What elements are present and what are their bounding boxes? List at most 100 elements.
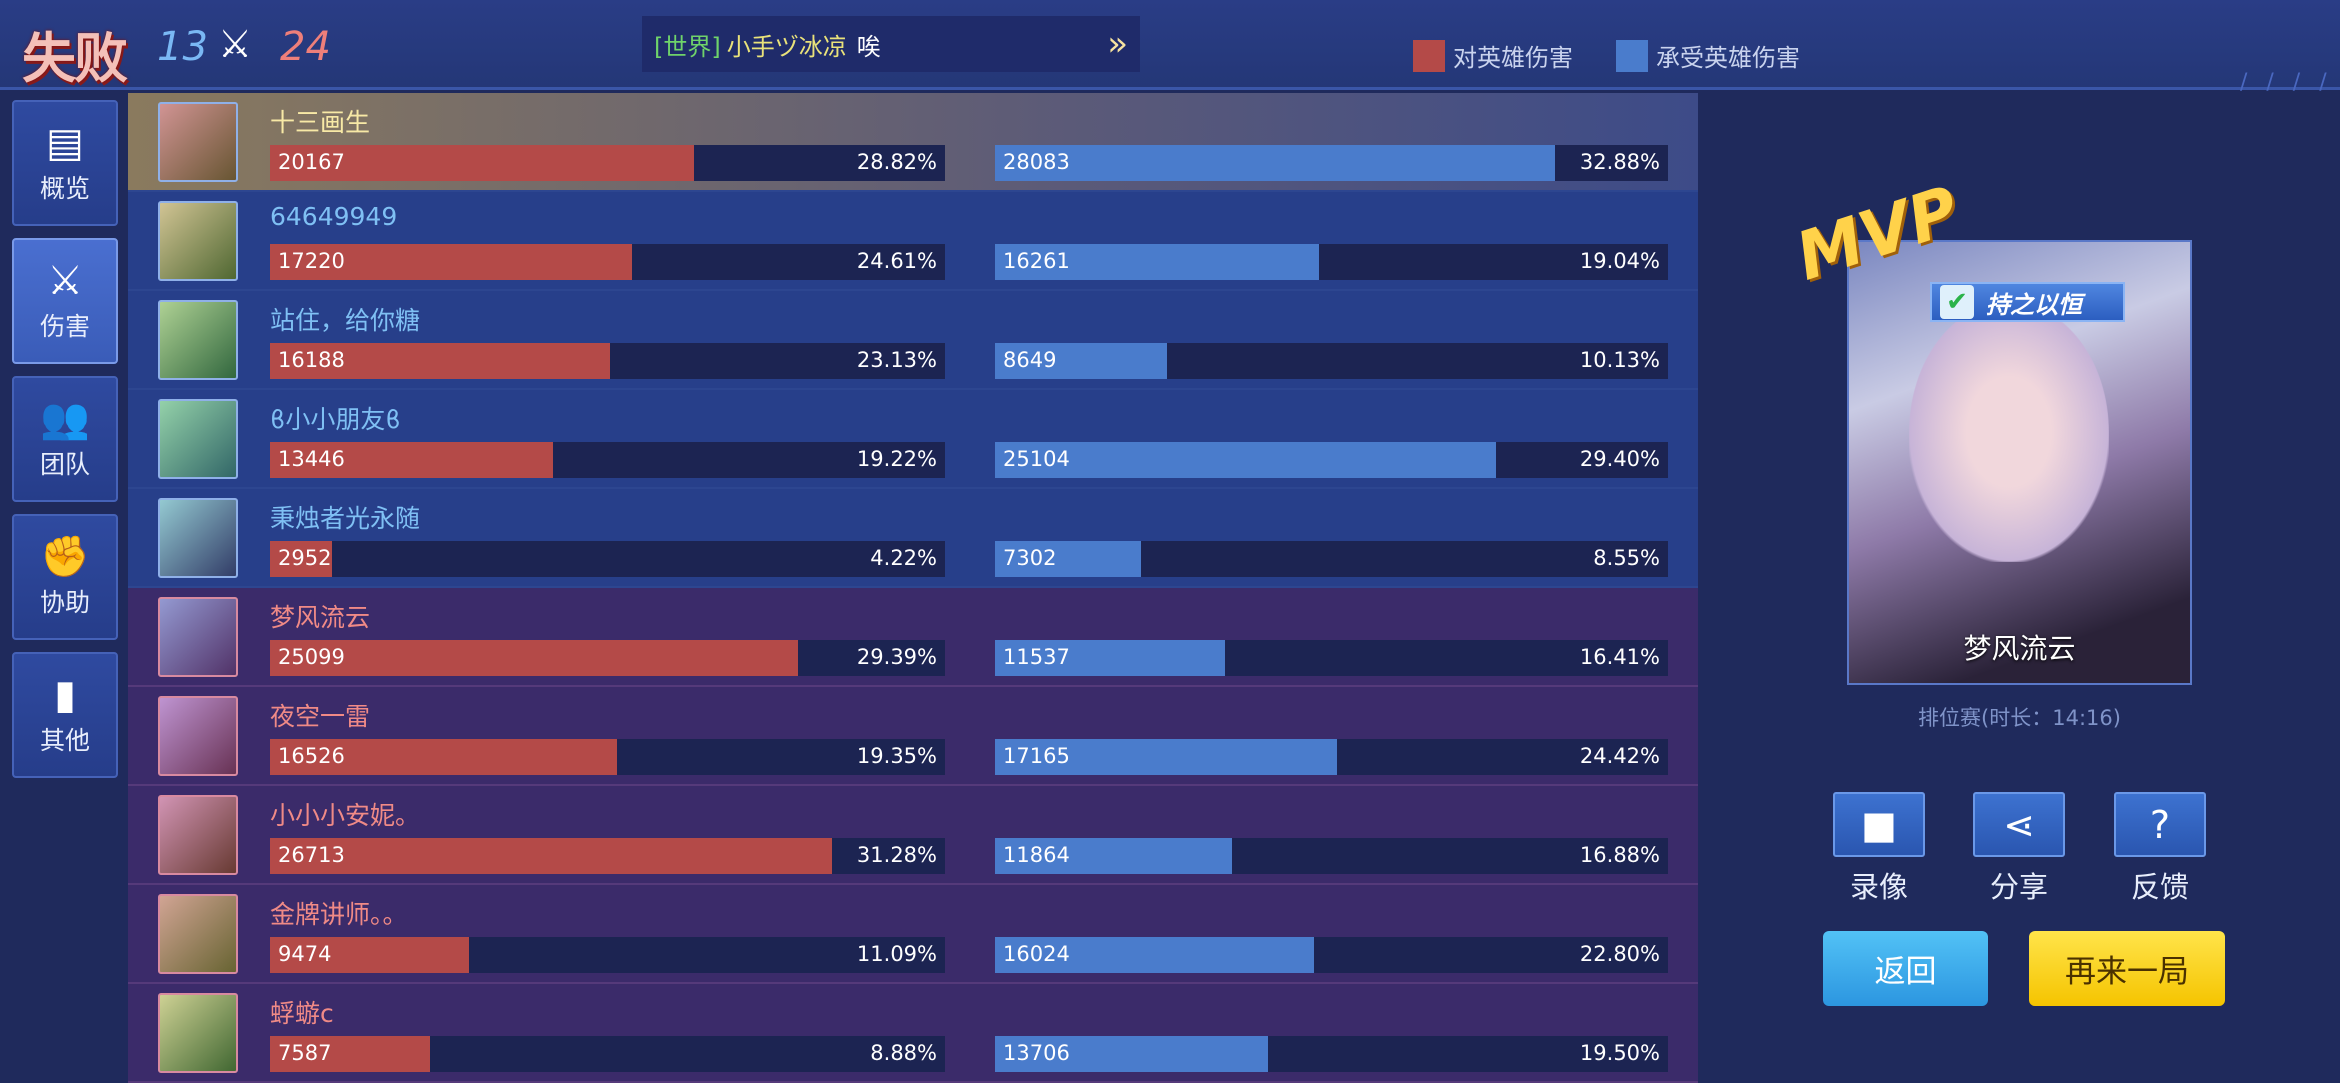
damage-taken-pct: 32.88% (1579, 150, 1660, 174)
damage-dealt-fill (270, 1036, 430, 1072)
damage-taken-pct: 16.41% (1579, 645, 1660, 669)
damage-taken-pct: 16.88% (1579, 843, 1660, 867)
sidebar-item-3[interactable]: ✊ 协助 (12, 514, 118, 640)
legend-label: 对英雄伤害 (1453, 44, 1573, 72)
damage-taken-fill (995, 244, 1320, 280)
chat-channel: [世界] (654, 32, 721, 61)
damage-taken-value: 11537 (1003, 645, 1070, 669)
player-row[interactable]: 梦风流云 25099 29.39% 11537 16.41% (128, 588, 1698, 687)
action-label: 反馈 (2130, 870, 2189, 904)
damage-taken-bar: 13706 19.50% (995, 1036, 1668, 1072)
share-icon: ⋖ (2003, 802, 2035, 847)
damage-dealt-value: 9474 (278, 942, 332, 966)
player-row[interactable]: 64649949 17220 24.61% 16261 19.04% (128, 192, 1698, 291)
chat-ticker[interactable]: [世界] 小手ヅ冰凉 唉 » (642, 16, 1140, 72)
chat-sender: 小手ヅ冰凉 (726, 32, 847, 61)
hero-portrait (1909, 302, 2109, 562)
damage-dealt-pct: 24.61% (856, 249, 937, 273)
legend-swatch (1413, 39, 1445, 72)
damage-dealt-fill (270, 244, 633, 280)
damage-dealt-fill (270, 739, 618, 775)
player-name: 夜空一雷 (270, 702, 371, 731)
damage-dealt-value: 16188 (278, 348, 345, 372)
damage-taken-pct: 22.80% (1579, 942, 1660, 966)
player-row[interactable]: 秉烛者光永随 2952 4.22% 7302 8.55% (128, 489, 1698, 588)
damage-dealt-value: 20167 (278, 150, 345, 174)
player-row[interactable]: 夜空一雷 16526 19.35% 17165 24.42% (128, 687, 1698, 786)
damage-dealt-pct: 19.35% (856, 744, 937, 768)
back-button[interactable]: 返回 (1823, 931, 1988, 1006)
hero-avatar (158, 597, 238, 677)
damage-taken-pct: 19.04% (1579, 249, 1660, 273)
damage-dealt-value: 2952 (278, 546, 332, 570)
damage-dealt-value: 16526 (278, 744, 345, 768)
damage-taken-pct: 10.13% (1579, 348, 1660, 372)
legend-dealt: 对英雄伤害 (1413, 38, 1573, 73)
sidebar-item-label: 其他 (39, 726, 90, 755)
hero-avatar (158, 795, 238, 875)
damage-dealt-pct: 11.09% (856, 942, 937, 966)
damage-taken-fill (995, 145, 1555, 181)
video-camera-button[interactable]: ■ (1833, 792, 1925, 857)
damage-taken-value: 8649 (1003, 348, 1057, 372)
player-name: 站住，给你糖 (270, 306, 421, 335)
damage-taken-bar: 16261 19.04% (995, 244, 1668, 280)
damage-taken-value: 7302 (1003, 546, 1057, 570)
player-row[interactable]: ϐ小小朋友ϐ 13446 19.22% 25104 29.40% (128, 390, 1698, 489)
video-camera-icon: ■ (1861, 802, 1897, 847)
damage-dealt-bar: 13446 19.22% (270, 442, 945, 478)
damage-taken-pct: 8.55% (1593, 546, 1660, 570)
player-name: ϐ小小朋友ϐ (270, 405, 401, 434)
play-again-button[interactable]: 再来一局 (2029, 931, 2225, 1006)
damage-dealt-pct: 29.39% (856, 645, 937, 669)
damage-taken-pct: 29.40% (1579, 447, 1660, 471)
damage-taken-value: 11864 (1003, 843, 1070, 867)
player-row[interactable]: 十三画生 20167 28.82% 28083 32.88% (128, 93, 1698, 192)
damage-taken-bar: 28083 32.88% (995, 145, 1668, 181)
damage-dealt-pct: 28.82% (856, 150, 937, 174)
damage-dealt-value: 25099 (278, 645, 345, 669)
sidebar-item-4[interactable]: ▮ 其他 (12, 652, 118, 778)
player-row[interactable]: 站住，给你糖 16188 23.13% 8649 10.13% (128, 291, 1698, 390)
player-name: 秉烛者光永随 (270, 504, 421, 533)
player-row[interactable]: 金牌讲师。。 9474 11.09% 16024 22.80% (128, 885, 1698, 984)
player-name: 小小小安妮。 (270, 801, 421, 830)
damage-dealt-fill (270, 442, 553, 478)
sidebar-item-1[interactable]: ⚔ 伤害 (12, 238, 118, 364)
sidebar-item-label: 伤害 (39, 312, 90, 341)
legend-label: 承受英雄伤害 (1656, 44, 1800, 72)
match-mode-duration: 排位赛(时长：14:16) (1918, 706, 2121, 730)
hero-avatar (158, 102, 238, 182)
sidebar-item-2[interactable]: 👥 团队 (12, 376, 118, 502)
player-row[interactable]: 蜉蝣c 7587 8.88% 13706 19.50% (128, 984, 1698, 1083)
damage-taken-bar: 17165 24.42% (995, 739, 1668, 775)
damage-dealt-fill (270, 640, 798, 676)
player-name: 蜉蝣c (270, 999, 334, 1028)
sidebar-item-0[interactable]: ▤ 概览 (12, 100, 118, 226)
damage-dealt-fill (270, 937, 470, 973)
overview-doc-icon: ▤ (46, 120, 84, 166)
share-button[interactable]: ⋖ (1973, 792, 2065, 857)
honor-title-badge: ✔ 持之以恒 (1930, 282, 2125, 322)
hero-avatar (158, 498, 238, 578)
ally-score: 13 (157, 24, 208, 70)
damage-dealt-pct: 19.22% (856, 447, 937, 471)
hero-avatar (158, 993, 238, 1073)
damage-dealt-fill (270, 541, 333, 577)
feedback-doc-button[interactable]: ? (2114, 792, 2206, 857)
sidebar-item-label: 概览 (39, 174, 90, 203)
damage-dealt-fill (270, 343, 611, 379)
damage-taken-bar: 8649 10.13% (995, 343, 1668, 379)
player-row[interactable]: 小小小安妮。 26713 31.28% 11864 16.88% (128, 786, 1698, 885)
damage-taken-fill (995, 442, 1496, 478)
damage-taken-fill (995, 937, 1315, 973)
bar-chart-icon: ▮ (53, 672, 76, 718)
damage-taken-value: 25104 (1003, 447, 1070, 471)
chevron-double-right-icon[interactable]: » (1107, 24, 1128, 64)
damage-dealt-value: 17220 (278, 249, 345, 273)
damage-dealt-bar: 9474 11.09% (270, 937, 945, 973)
hero-avatar (158, 894, 238, 974)
mvp-hero-name: 梦风流云 (1963, 632, 2076, 665)
enemy-score: 24 (280, 24, 331, 70)
damage-dealt-bar: 20167 28.82% (270, 145, 945, 181)
